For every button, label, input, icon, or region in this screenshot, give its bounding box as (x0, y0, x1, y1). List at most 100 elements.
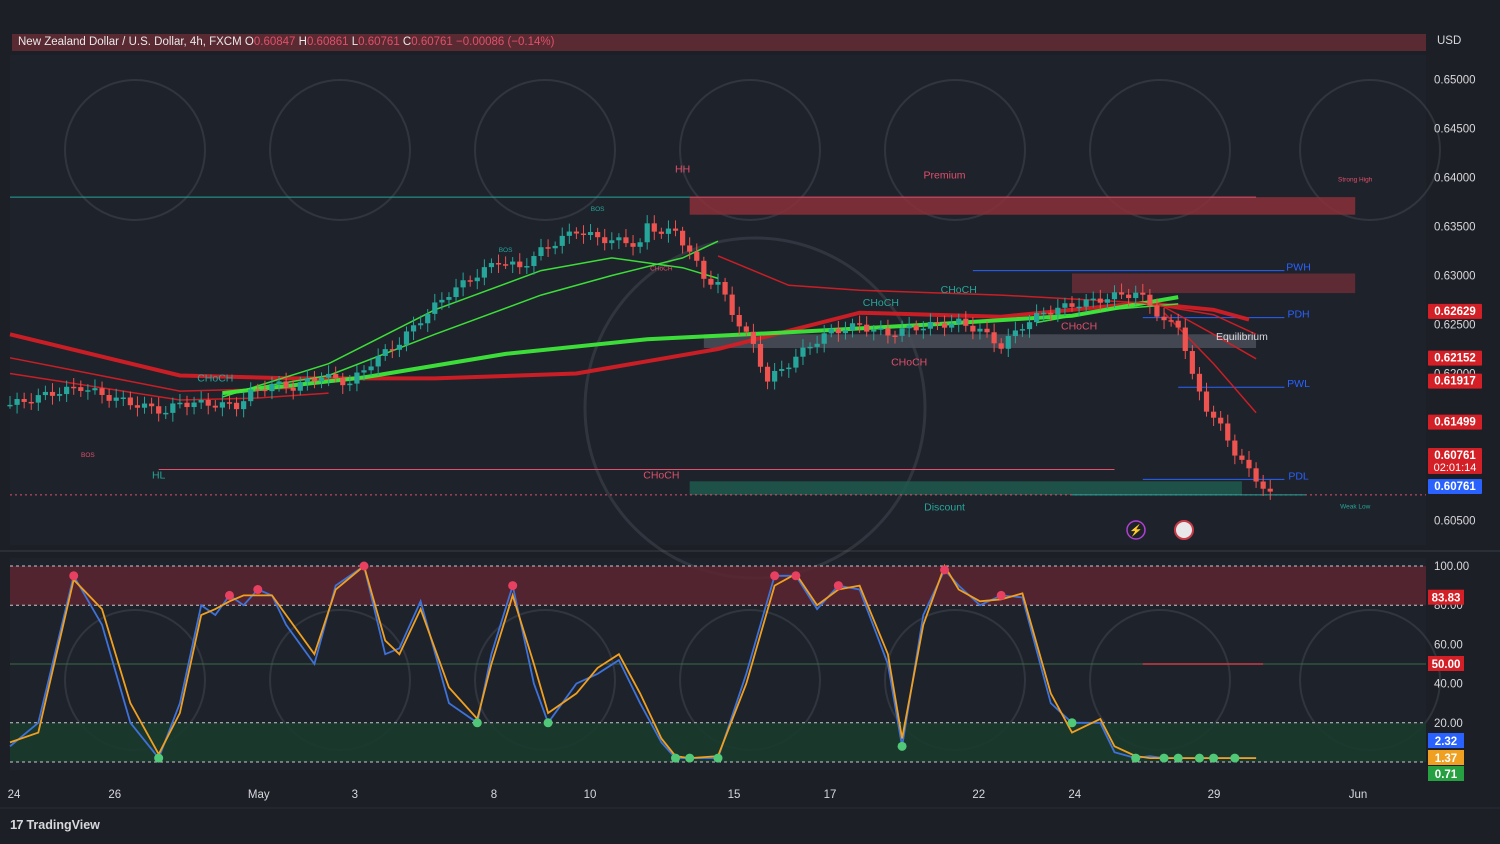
x-tick-label: 24 (8, 789, 21, 801)
stoch-buy-dot (1209, 753, 1219, 763)
stoch-sell-dot (833, 581, 843, 591)
tradingview-logo[interactable]: 17 TradingView (10, 817, 100, 832)
candle-body (566, 231, 572, 236)
annotation-label: Discount (924, 502, 965, 514)
candle-body (56, 394, 63, 396)
price-badge-label: 0.60761 (1434, 450, 1476, 462)
candle-body (446, 297, 452, 300)
x-tick-label: 24 (1068, 789, 1081, 801)
candle-body (573, 231, 579, 234)
candle-body (722, 281, 728, 295)
stoch-buy-dot (1131, 753, 1141, 763)
annotation-label: CHoCH (863, 297, 899, 309)
candle-body (821, 333, 827, 344)
annotation-label: CHoCH (891, 357, 927, 369)
candle-body (1062, 303, 1068, 308)
open-value: 0.60847 (253, 36, 296, 48)
candle-body (382, 349, 388, 356)
candle-body (226, 402, 233, 404)
candle-body (920, 328, 926, 331)
high-label: H (298, 36, 307, 48)
x-tick-label: Jun (1349, 789, 1368, 801)
candle-body (708, 278, 714, 285)
candle-body (1161, 316, 1167, 321)
stoch-badge-label: 83.83 (1432, 593, 1461, 605)
stoch-badge-label: 2.32 (1435, 736, 1457, 748)
candle-body (1189, 351, 1195, 374)
candle-body (396, 344, 402, 350)
stoch-buy-dot (472, 718, 482, 728)
candle-body (750, 331, 756, 344)
candle-body (21, 399, 27, 402)
symbol-header: New Zealand Dollar / U.S. Dollar, 4h, FX… (12, 34, 1426, 51)
candle-body (1048, 312, 1054, 315)
stoch-sell-dot (770, 571, 780, 581)
price-badge (1428, 414, 1482, 430)
candle-body (170, 403, 176, 413)
candle-body (191, 402, 197, 408)
candle-body (559, 235, 565, 246)
candle-body (177, 402, 183, 405)
discount-zone (689, 481, 1242, 496)
candle-body (156, 406, 162, 414)
candle-body (680, 230, 686, 246)
candle-body (998, 343, 1004, 349)
candle-body (835, 328, 841, 334)
watermark-seal (679, 79, 821, 221)
candle-body (871, 329, 877, 332)
candle-body (1267, 488, 1273, 492)
candle-body (113, 397, 119, 401)
candle-body (35, 395, 41, 403)
x-tick-label: May (248, 789, 270, 801)
candle-body (906, 325, 912, 329)
price-badge (1428, 303, 1482, 319)
candle-body (1182, 327, 1188, 352)
candle-body (842, 330, 849, 334)
candle-body (1019, 329, 1026, 331)
candle-body (941, 323, 948, 328)
candle-body (439, 299, 445, 303)
candle-body (340, 378, 346, 386)
candle-body (587, 232, 594, 236)
stoch-sell-dot (996, 590, 1006, 600)
candle-body (814, 343, 820, 347)
candle-body (276, 381, 282, 385)
candle-body (212, 405, 218, 408)
stoch-sell-dot (69, 571, 79, 581)
candle-body (602, 237, 608, 244)
annotation-label: CHoCH (643, 469, 679, 481)
candle-body (1076, 306, 1082, 309)
candle-body (913, 325, 919, 331)
candle-body (1104, 299, 1110, 303)
stoch-buy-dot (1067, 718, 1077, 728)
candle-body (757, 343, 764, 367)
candle-body (290, 387, 296, 391)
candle-body (807, 346, 813, 349)
candle-body (623, 237, 629, 244)
candle-body (1055, 307, 1061, 315)
candle-body (531, 256, 537, 267)
candle-body (163, 412, 169, 415)
candle-body (651, 223, 657, 232)
y-tick-label: 0.60500 (1434, 516, 1476, 528)
candle-body (644, 223, 650, 243)
change-value: −0.00086 (−0.14%) (456, 36, 555, 48)
lightning-glyph: ⚡ (1129, 524, 1143, 537)
close-label: C (402, 36, 412, 48)
tradingview-icon: 17 (10, 817, 24, 832)
candle-body (715, 281, 721, 285)
stoch-K-line (9, 564, 1257, 760)
stoch-buy-dot (713, 753, 723, 763)
candle-body (1246, 459, 1252, 469)
candle-body (460, 280, 466, 288)
candle-body (78, 387, 84, 391)
candle-body (198, 399, 204, 403)
low-label: L (351, 36, 359, 48)
y-tick-label: 0.65000 (1434, 75, 1476, 87)
stoch-buy-dot (1230, 753, 1240, 763)
candle-body (956, 318, 962, 324)
currency-label[interactable]: USD (1437, 35, 1462, 47)
annotation-label: Weak Low (1340, 504, 1371, 511)
candle-body (1069, 303, 1075, 307)
